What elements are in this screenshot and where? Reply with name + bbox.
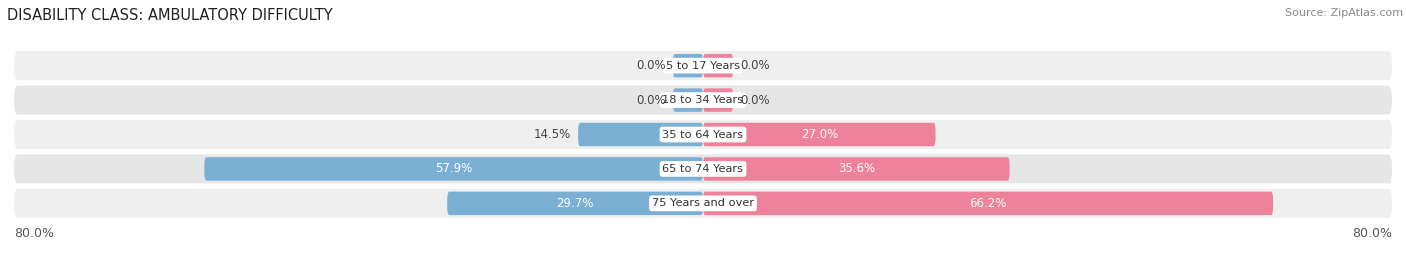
- FancyBboxPatch shape: [447, 192, 703, 215]
- FancyBboxPatch shape: [14, 189, 1392, 218]
- FancyBboxPatch shape: [14, 120, 1392, 149]
- Text: 57.9%: 57.9%: [434, 162, 472, 175]
- Text: 14.5%: 14.5%: [534, 128, 571, 141]
- FancyBboxPatch shape: [204, 157, 703, 181]
- Text: Source: ZipAtlas.com: Source: ZipAtlas.com: [1285, 8, 1403, 18]
- Text: 80.0%: 80.0%: [1353, 227, 1392, 240]
- Text: 5 to 17 Years: 5 to 17 Years: [666, 61, 740, 71]
- FancyBboxPatch shape: [703, 192, 1272, 215]
- Text: 66.2%: 66.2%: [969, 197, 1007, 210]
- Text: 80.0%: 80.0%: [14, 227, 53, 240]
- FancyBboxPatch shape: [673, 88, 703, 112]
- FancyBboxPatch shape: [14, 86, 1392, 115]
- Text: 0.0%: 0.0%: [637, 59, 666, 72]
- Text: 65 to 74 Years: 65 to 74 Years: [662, 164, 744, 174]
- Text: 0.0%: 0.0%: [740, 94, 769, 107]
- FancyBboxPatch shape: [703, 88, 733, 112]
- FancyBboxPatch shape: [703, 123, 935, 146]
- FancyBboxPatch shape: [673, 54, 703, 77]
- Text: 35 to 64 Years: 35 to 64 Years: [662, 129, 744, 140]
- FancyBboxPatch shape: [578, 123, 703, 146]
- FancyBboxPatch shape: [14, 51, 1392, 80]
- Text: 0.0%: 0.0%: [740, 59, 769, 72]
- FancyBboxPatch shape: [703, 157, 1010, 181]
- Text: 27.0%: 27.0%: [800, 128, 838, 141]
- Text: DISABILITY CLASS: AMBULATORY DIFFICULTY: DISABILITY CLASS: AMBULATORY DIFFICULTY: [7, 8, 333, 23]
- Text: 35.6%: 35.6%: [838, 162, 875, 175]
- FancyBboxPatch shape: [703, 54, 733, 77]
- Text: 29.7%: 29.7%: [557, 197, 593, 210]
- Text: 75 Years and over: 75 Years and over: [652, 198, 754, 208]
- Text: 0.0%: 0.0%: [637, 94, 666, 107]
- FancyBboxPatch shape: [14, 154, 1392, 183]
- Text: 18 to 34 Years: 18 to 34 Years: [662, 95, 744, 105]
